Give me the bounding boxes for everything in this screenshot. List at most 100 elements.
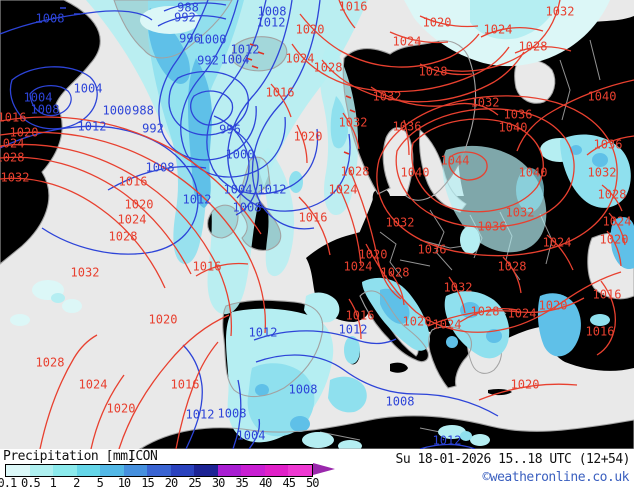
svg-text:1028: 1028 (36, 356, 65, 370)
svg-text:1004: 1004 (74, 82, 103, 96)
freezing-rain-marks (245, 43, 356, 155)
svg-text:1020: 1020 (359, 248, 388, 262)
svg-text:1036: 1036 (418, 243, 447, 257)
svg-text:1024: 1024 (118, 213, 147, 227)
snow-marks (36, 7, 80, 23)
svg-text:1000: 1000 (198, 33, 227, 47)
svg-text:1028: 1028 (419, 65, 448, 79)
svg-text:1020: 1020 (107, 402, 136, 416)
svg-text:1012: 1012 (186, 408, 215, 422)
svg-text:1024: 1024 (543, 236, 572, 250)
copyright-link[interactable]: ©weatheronline.co.uk (482, 470, 629, 485)
svg-text:1008: 1008 (36, 12, 65, 26)
svg-text:1028: 1028 (498, 260, 527, 274)
svg-text:1024: 1024 (286, 52, 315, 66)
svg-text:1028: 1028 (598, 188, 627, 202)
svg-text:988: 988 (132, 104, 154, 118)
svg-text:1020: 1020 (539, 299, 568, 313)
svg-text:1032: 1032 (506, 206, 535, 220)
svg-text:1020: 1020 (296, 23, 325, 37)
svg-text:1020: 1020 (511, 378, 540, 392)
svg-text:1040: 1040 (519, 166, 548, 180)
svg-text:1024: 1024 (484, 23, 513, 37)
svg-text:1032: 1032 (546, 5, 575, 19)
svg-text:1008: 1008 (289, 383, 318, 397)
svg-text:1020: 1020 (600, 233, 629, 247)
svg-text:1012: 1012 (231, 43, 260, 57)
svg-text:1032: 1032 (339, 116, 368, 130)
svg-text:1008: 1008 (258, 5, 287, 19)
svg-text:1020: 1020 (423, 16, 452, 30)
svg-text:1032: 1032 (373, 90, 402, 104)
svg-text:1028: 1028 (519, 40, 548, 54)
svg-text:1044: 1044 (441, 154, 470, 168)
svg-text:1024: 1024 (508, 307, 537, 321)
svg-text:1004: 1004 (237, 429, 266, 443)
svg-text:1020: 1020 (149, 313, 178, 327)
legend-ticks: 0.1 0.5 1 2 5 10 15 20 25 30 35 40 45 50 (0, 476, 320, 490)
svg-text:992: 992 (174, 11, 196, 25)
svg-text:1036: 1036 (393, 120, 422, 134)
svg-text:1016: 1016 (339, 0, 368, 14)
svg-text:1032: 1032 (1, 171, 30, 185)
svg-text:1020: 1020 (294, 130, 323, 144)
svg-text:1016: 1016 (346, 309, 375, 323)
svg-text:1016: 1016 (119, 175, 148, 189)
svg-text:992: 992 (142, 122, 164, 136)
svg-text:1020: 1020 (403, 315, 432, 329)
svg-text:1024: 1024 (329, 183, 358, 197)
svg-text:1024: 1024 (603, 215, 632, 229)
svg-text:1028: 1028 (381, 266, 410, 280)
svg-text:1000: 1000 (103, 104, 132, 118)
svg-text:1032: 1032 (386, 216, 415, 230)
svg-text:1028: 1028 (109, 230, 138, 244)
svg-text:1008: 1008 (386, 395, 415, 409)
svg-text:1032: 1032 (71, 266, 100, 280)
svg-text:1020: 1020 (10, 126, 39, 140)
svg-text:1016: 1016 (0, 111, 26, 125)
isobars-high (0, 0, 634, 449)
svg-text:1016: 1016 (593, 288, 622, 302)
svg-text:1012: 1012 (257, 16, 286, 30)
legend-title: Precipitation [mm] (3, 449, 135, 464)
svg-text:1028: 1028 (341, 165, 370, 179)
svg-text:1012: 1012 (78, 120, 107, 134)
svg-text:1032: 1032 (444, 281, 473, 295)
svg-text:1036: 1036 (504, 108, 533, 122)
svg-text:988: 988 (177, 1, 199, 15)
svg-text:1000: 1000 (226, 148, 255, 162)
svg-text:996: 996 (179, 32, 201, 46)
svg-text:1008: 1008 (218, 407, 247, 421)
svg-text:1028: 1028 (471, 305, 500, 319)
svg-text:1024: 1024 (344, 260, 373, 274)
precipitation-areas (10, 0, 634, 449)
svg-text:1016: 1016 (266, 86, 295, 100)
svg-text:1008: 1008 (31, 103, 60, 117)
svg-text:1040: 1040 (499, 121, 528, 135)
svg-text:1040: 1040 (401, 166, 430, 180)
sea-white (514, 59, 556, 104)
svg-text:996: 996 (219, 123, 241, 137)
svg-text:1016: 1016 (193, 260, 222, 274)
svg-text:1012: 1012 (339, 323, 368, 337)
svg-text:1004: 1004 (24, 91, 53, 105)
svg-text:1020: 1020 (125, 198, 154, 212)
svg-text:1032: 1032 (471, 96, 500, 110)
svg-text:1016: 1016 (586, 325, 615, 339)
svg-text:992: 992 (197, 54, 219, 68)
svg-text:1012: 1012 (183, 193, 212, 207)
legend-colorbar (5, 464, 313, 477)
model-name: ICON (128, 449, 158, 464)
legend-bar: Precipitation [mm] ICON Su 18-01-2026 15… (0, 449, 634, 490)
svg-text:1024: 1024 (79, 378, 108, 392)
svg-text:1008: 1008 (233, 201, 262, 215)
svg-text:1036: 1036 (478, 220, 507, 234)
svg-text:1008: 1008 (146, 161, 175, 175)
svg-text:1012: 1012 (249, 326, 278, 340)
svg-text:1012: 1012 (258, 183, 287, 197)
svg-text:1016: 1016 (171, 378, 200, 392)
svg-text:1028: 1028 (0, 151, 24, 165)
